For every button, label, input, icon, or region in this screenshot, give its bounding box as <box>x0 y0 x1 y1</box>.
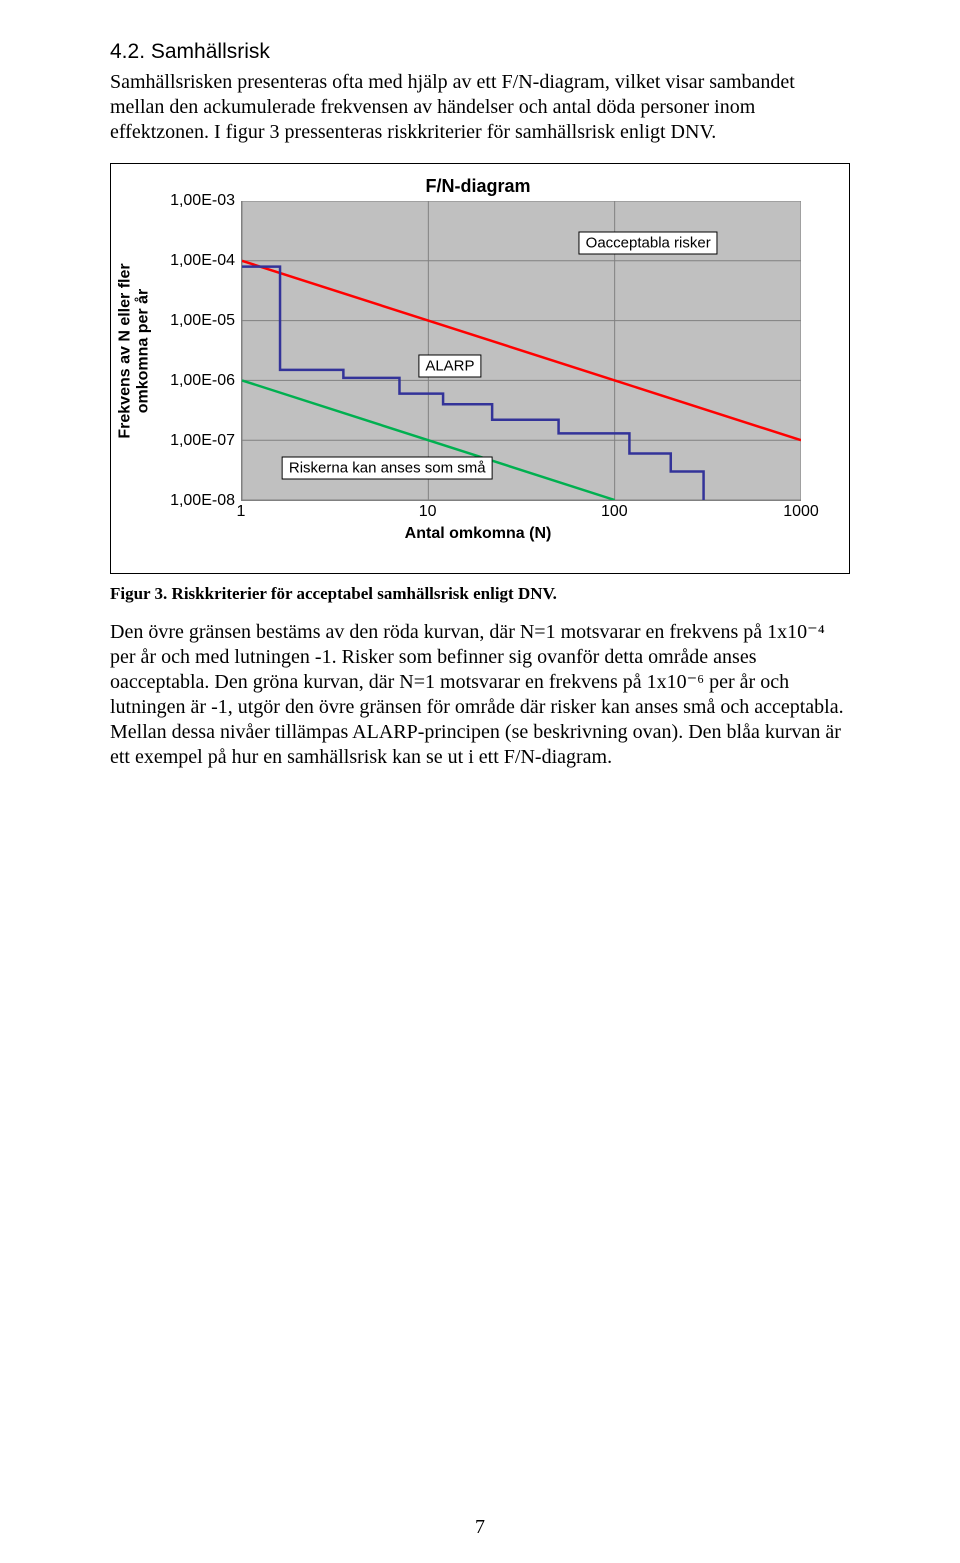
y-tick-label: 1,00E-08 <box>170 492 235 510</box>
figure-caption: Figur 3. Riskkriterier för acceptabel sa… <box>110 584 850 604</box>
x-tick-label: 1 <box>237 503 246 521</box>
y-tick-label: 1,00E-07 <box>170 432 235 450</box>
chart-annotation: Riskerna kan anses som små <box>282 457 493 480</box>
figure-container: F/N-diagram Frekvens av N eller fleromko… <box>110 163 850 574</box>
x-tick-label: 1000 <box>783 503 819 521</box>
y-ticks: 1,00E-031,00E-041,00E-051,00E-061,00E-07… <box>153 201 241 501</box>
y-tick-label: 1,00E-04 <box>170 252 235 270</box>
intro-paragraph: Samhällsrisken presenteras ofta med hjäl… <box>110 70 850 145</box>
y-tick-label: 1,00E-06 <box>170 372 235 390</box>
section-heading: 4.2. Samhällsrisk <box>110 40 850 64</box>
x-ticks: 1101001000 <box>241 501 801 523</box>
x-axis-label: Antal omkomna (N) <box>117 525 839 543</box>
y-tick-label: 1,00E-05 <box>170 312 235 330</box>
x-tick-label: 10 <box>419 503 437 521</box>
chart-annotation: ALARP <box>418 354 481 377</box>
chart-row: Frekvens av N eller fleromkomna per år 1… <box>117 201 839 501</box>
plot-area: Oacceptabla risker ALARP Riskerna kan anse… <box>241 201 801 501</box>
x-tick-label: 100 <box>601 503 628 521</box>
document-page: 4.2. Samhällsrisk Samhällsrisken present… <box>0 0 960 1563</box>
y-axis-label-text: Frekvens av N eller fleromkomna per år <box>117 263 152 438</box>
body-paragraph: Den övre gränsen bestäms av den röda kur… <box>110 620 850 770</box>
y-axis-label: Frekvens av N eller fleromkomna per år <box>117 263 153 438</box>
ylabel-cell: Frekvens av N eller fleromkomna per år <box>117 201 153 501</box>
y-tick-label: 1,00E-03 <box>170 192 235 210</box>
chart-annotation: Oacceptabla risker <box>579 231 718 254</box>
page-number: 7 <box>0 1516 960 1539</box>
